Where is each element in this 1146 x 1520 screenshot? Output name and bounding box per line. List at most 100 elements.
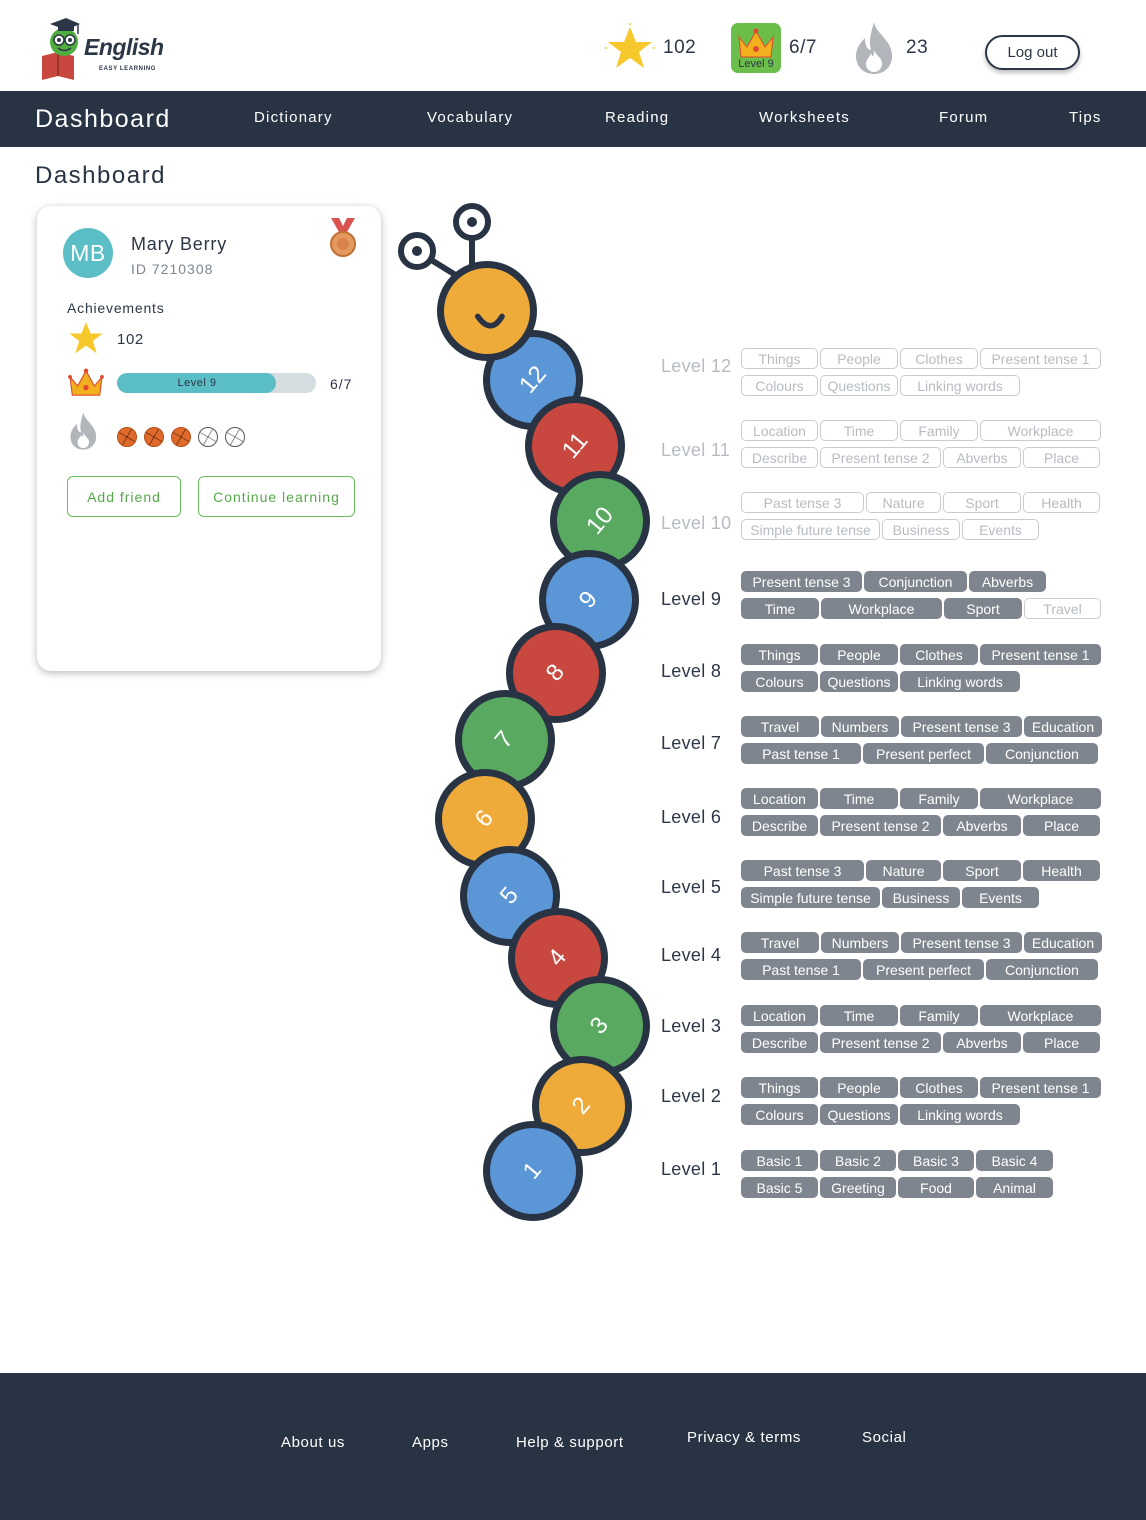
topic-chip[interactable]: Present tense 2 bbox=[820, 447, 941, 468]
topic-chip[interactable]: Events bbox=[962, 519, 1039, 540]
topic-chip[interactable]: Workplace bbox=[980, 1005, 1101, 1026]
topic-chip[interactable]: Place bbox=[1023, 1032, 1100, 1053]
nav-item-tips[interactable]: Tips bbox=[1069, 109, 1102, 126]
topic-chip[interactable]: Location bbox=[741, 788, 818, 809]
topic-chip[interactable]: Numbers bbox=[821, 932, 899, 953]
topic-chip[interactable]: Family bbox=[900, 788, 978, 809]
nav-item-forum[interactable]: Forum bbox=[939, 109, 989, 126]
topic-chip[interactable]: Sport bbox=[943, 860, 1021, 881]
topic-chip[interactable]: Present tense 3 bbox=[901, 932, 1022, 953]
topic-chip[interactable]: Describe bbox=[741, 1032, 818, 1053]
topic-chip[interactable]: Past tense 3 bbox=[741, 860, 864, 881]
topic-chip[interactable]: Simple future tense bbox=[741, 887, 880, 908]
topic-chip[interactable]: Linking words bbox=[900, 375, 1020, 396]
topic-chip[interactable]: Describe bbox=[741, 447, 818, 468]
nav-dashboard-title[interactable]: Dashboard bbox=[35, 105, 171, 133]
topic-chip[interactable]: Travel bbox=[741, 932, 819, 953]
topic-chip[interactable]: Food bbox=[898, 1177, 974, 1198]
topic-chip[interactable]: Time bbox=[820, 420, 898, 441]
topic-chip[interactable]: Abverbs bbox=[943, 815, 1021, 836]
topic-chip[interactable]: Questions bbox=[820, 1104, 898, 1125]
topic-chip[interactable]: Linking words bbox=[900, 1104, 1020, 1125]
footer-link-apps[interactable]: Apps bbox=[412, 1434, 449, 1451]
topic-chip[interactable]: Colours bbox=[741, 1104, 818, 1125]
footer-link-help[interactable]: Help & support bbox=[516, 1434, 624, 1451]
topic-chip[interactable]: Things bbox=[741, 348, 818, 369]
topic-chip[interactable]: Things bbox=[741, 1077, 818, 1098]
topic-chip[interactable]: People bbox=[820, 348, 898, 369]
topic-chip[interactable]: Colours bbox=[741, 375, 818, 396]
topic-chip[interactable]: Things bbox=[741, 644, 818, 665]
topic-chip[interactable]: Numbers bbox=[821, 716, 899, 737]
topic-chip[interactable]: Family bbox=[900, 420, 978, 441]
topic-chip[interactable]: Abverbs bbox=[969, 571, 1046, 592]
topic-chip[interactable]: Education bbox=[1024, 932, 1102, 953]
topic-chip[interactable]: Time bbox=[820, 788, 898, 809]
topic-chip[interactable]: Present tense 2 bbox=[820, 1032, 941, 1053]
avatar[interactable]: MB bbox=[63, 228, 113, 278]
topic-chip[interactable]: Past tense 1 bbox=[741, 743, 861, 764]
topic-chip[interactable]: Basic 2 bbox=[820, 1150, 896, 1171]
topic-chip[interactable]: Greeting bbox=[820, 1177, 896, 1198]
footer-link-about[interactable]: About us bbox=[281, 1434, 346, 1451]
topic-chip[interactable]: Events bbox=[962, 887, 1039, 908]
nav-item-reading[interactable]: Reading bbox=[605, 109, 670, 126]
topic-chip[interactable]: Workplace bbox=[980, 788, 1101, 809]
topic-chip[interactable]: Abverbs bbox=[943, 1032, 1021, 1053]
topic-chip[interactable]: Questions bbox=[820, 375, 898, 396]
topic-chip[interactable]: Business bbox=[882, 887, 960, 908]
topic-chip[interactable]: People bbox=[820, 1077, 898, 1098]
topic-chip[interactable]: Past tense 3 bbox=[741, 492, 864, 513]
topic-chip[interactable]: Workplace bbox=[821, 598, 942, 619]
topic-chip[interactable]: Linking words bbox=[900, 671, 1020, 692]
topic-chip[interactable]: Family bbox=[900, 1005, 978, 1026]
topic-chip[interactable]: Nature bbox=[866, 860, 941, 881]
topic-chip[interactable]: Place bbox=[1023, 815, 1100, 836]
topic-chip[interactable]: Present tense 2 bbox=[820, 815, 941, 836]
topic-chip[interactable]: Travel bbox=[1024, 598, 1101, 619]
topic-chip[interactable]: Location bbox=[741, 1005, 818, 1026]
nav-item-dictionary[interactable]: Dictionary bbox=[254, 109, 333, 126]
topic-chip[interactable]: Present tense 3 bbox=[741, 571, 862, 592]
footer-link-privacy[interactable]: Privacy & terms bbox=[687, 1429, 802, 1446]
topic-chip[interactable]: Sport bbox=[944, 598, 1022, 619]
topic-chip[interactable]: Colours bbox=[741, 671, 818, 692]
topic-chip[interactable]: Conjunction bbox=[986, 959, 1098, 980]
topic-chip[interactable]: Basic 5 bbox=[741, 1177, 818, 1198]
nav-item-worksheets[interactable]: Worksheets bbox=[759, 109, 850, 126]
topic-chip[interactable]: Present tense 1 bbox=[980, 644, 1101, 665]
footer-link-social[interactable]: Social bbox=[862, 1429, 907, 1446]
topic-chip[interactable]: Clothes bbox=[900, 644, 978, 665]
topic-chip[interactable]: Basic 3 bbox=[898, 1150, 974, 1171]
app-logo[interactable]: English EASY LEARNING bbox=[38, 14, 164, 82]
topic-chip[interactable]: Present tense 1 bbox=[980, 1077, 1101, 1098]
topic-chip[interactable]: Nature bbox=[866, 492, 941, 513]
nav-item-vocabulary[interactable]: Vocabulary bbox=[427, 109, 514, 126]
topic-chip[interactable]: Business bbox=[882, 519, 960, 540]
topic-chip[interactable]: Location bbox=[741, 420, 818, 441]
topic-chip[interactable]: Workplace bbox=[980, 420, 1101, 441]
caterpillar-segment-2[interactable]: 2 bbox=[532, 1056, 632, 1156]
caterpillar-segment-1[interactable]: 1 bbox=[483, 1121, 583, 1221]
topic-chip[interactable]: Basic 4 bbox=[976, 1150, 1053, 1171]
add-friend-button[interactable]: Add friend bbox=[67, 476, 181, 517]
topic-chip[interactable]: Conjunction bbox=[986, 743, 1098, 764]
topic-chip[interactable]: Sport bbox=[943, 492, 1021, 513]
topic-chip[interactable]: Conjunction bbox=[864, 571, 967, 592]
topic-chip[interactable]: Clothes bbox=[900, 1077, 978, 1098]
topic-chip[interactable]: People bbox=[820, 644, 898, 665]
topic-chip[interactable]: Basic 1 bbox=[741, 1150, 818, 1171]
topic-chip[interactable]: Travel bbox=[741, 716, 819, 737]
topic-chip[interactable]: Past tense 1 bbox=[741, 959, 861, 980]
topic-chip[interactable]: Education bbox=[1024, 716, 1102, 737]
topic-chip[interactable]: Present perfect bbox=[863, 743, 984, 764]
topic-chip[interactable]: Time bbox=[741, 598, 819, 619]
topic-chip[interactable]: Clothes bbox=[900, 348, 978, 369]
topic-chip[interactable]: Animal bbox=[976, 1177, 1053, 1198]
topic-chip[interactable]: Simple future tense bbox=[741, 519, 880, 540]
topic-chip[interactable]: Describe bbox=[741, 815, 818, 836]
topic-chip[interactable]: Health bbox=[1023, 860, 1100, 881]
topic-chip[interactable]: Time bbox=[820, 1005, 898, 1026]
topic-chip[interactable]: Health bbox=[1023, 492, 1100, 513]
topic-chip[interactable]: Place bbox=[1023, 447, 1100, 468]
